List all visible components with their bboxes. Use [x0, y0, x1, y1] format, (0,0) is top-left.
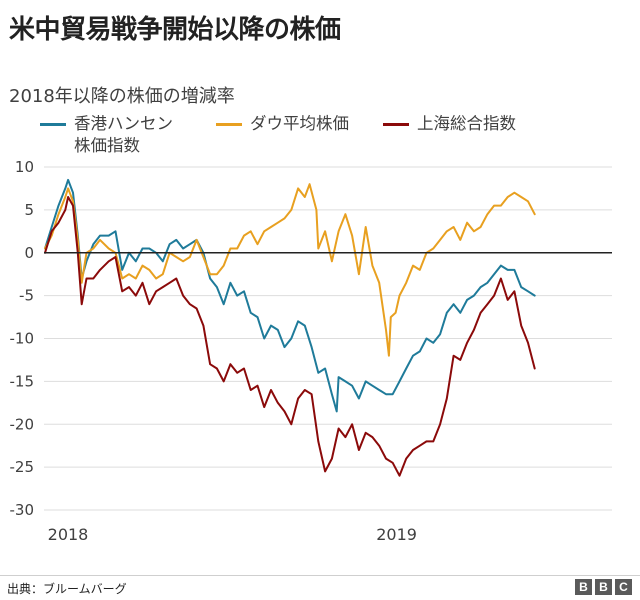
y-tick-label: 5	[24, 201, 34, 219]
bbc-logo-letter: B	[575, 579, 592, 595]
series-line-2	[44, 183, 536, 357]
y-tick-label: -20	[10, 415, 35, 433]
bbc-logo-letter: B	[595, 579, 612, 595]
chart-legend: 香港ハンセン 株価指数 ダウ平均株価 上海総合指数	[0, 113, 640, 163]
bbc-logo-letter: C	[615, 579, 632, 595]
legend-label-shanghai: 上海総合指数	[417, 114, 516, 133]
x-tick-label: 2018	[48, 525, 89, 544]
legend-swatch-hangseng	[40, 123, 66, 126]
y-tick-label: -30	[10, 501, 35, 519]
legend-swatch-shanghai	[383, 123, 409, 126]
series-line-3	[44, 196, 536, 477]
legend-label-dow: ダウ平均株価	[250, 114, 349, 133]
legend-label-hangseng: 香港ハンセン	[74, 114, 173, 133]
x-tick-label: 2019	[376, 525, 417, 544]
y-tick-label: -15	[10, 372, 35, 390]
source-note: 出典：ブルームバーグ	[7, 582, 127, 596]
bbc-logo: B B C	[575, 579, 632, 595]
y-tick-label: -25	[10, 458, 35, 476]
footer-divider	[0, 575, 640, 576]
y-tick-label: 10	[15, 158, 34, 176]
y-tick-label: -10	[10, 330, 35, 348]
legend-swatch-dow	[216, 123, 242, 126]
line-chart: 10 5 0 -5 -10 -15 -20 -25 -30 2018 2019	[10, 158, 612, 544]
chart-subtitle: 2018年以降の株価の増減率	[9, 86, 235, 107]
page-title: 米中貿易戦争開始以降の株価	[9, 15, 341, 45]
series-line-1	[44, 178, 536, 413]
y-tick-label: 0	[24, 244, 34, 262]
y-tick-label: -5	[19, 287, 34, 305]
legend-label-hangseng-line2: 株価指数	[74, 136, 140, 155]
